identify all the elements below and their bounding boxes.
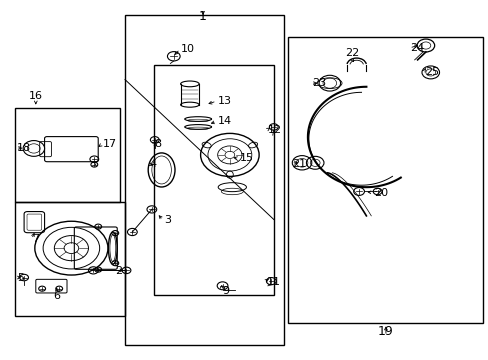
- Text: 20: 20: [373, 188, 387, 198]
- Text: 4: 4: [149, 159, 156, 169]
- Text: 2: 2: [115, 266, 122, 276]
- Bar: [15, 108, 120, 202]
- Text: 25: 25: [424, 67, 438, 77]
- Text: 15: 15: [239, 153, 253, 163]
- Text: 21: 21: [292, 159, 306, 169]
- Bar: [288, 37, 483, 323]
- Text: 8: 8: [154, 139, 161, 149]
- Text: 6: 6: [53, 291, 60, 301]
- Bar: [15, 202, 125, 316]
- Bar: [154, 65, 273, 295]
- Text: 5: 5: [17, 273, 24, 283]
- Text: 3: 3: [163, 215, 171, 225]
- Text: 24: 24: [409, 43, 424, 53]
- Text: 18: 18: [17, 143, 31, 153]
- Text: 17: 17: [103, 139, 117, 149]
- Text: 13: 13: [217, 96, 231, 106]
- Text: 9: 9: [222, 286, 229, 296]
- Text: 12: 12: [267, 125, 282, 135]
- Text: 7: 7: [32, 234, 40, 244]
- Text: 11: 11: [266, 277, 280, 287]
- Text: 16: 16: [29, 91, 43, 101]
- Bar: [125, 15, 284, 345]
- Text: 1: 1: [199, 10, 206, 23]
- Text: 22: 22: [344, 48, 358, 58]
- Text: 19: 19: [377, 325, 393, 338]
- Text: 23: 23: [311, 78, 325, 88]
- Text: 10: 10: [181, 44, 195, 54]
- Text: 14: 14: [217, 116, 231, 126]
